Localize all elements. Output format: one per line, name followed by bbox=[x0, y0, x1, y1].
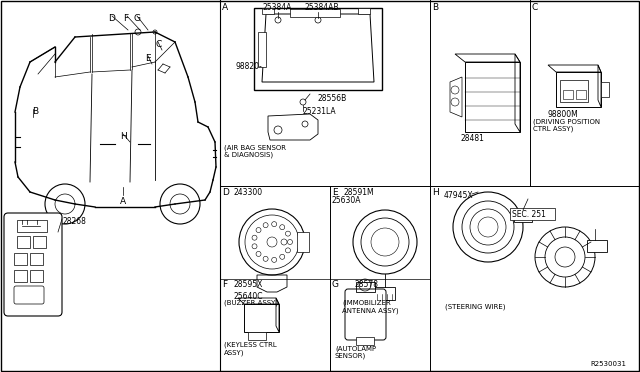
Bar bbox=[356, 337, 374, 345]
Bar bbox=[262, 8, 274, 14]
Bar bbox=[14, 270, 27, 282]
Text: 28481: 28481 bbox=[461, 134, 485, 143]
Text: 28591M: 28591M bbox=[344, 188, 374, 197]
Text: B: B bbox=[32, 107, 38, 116]
Text: (KEYLESS CTRL
ASSY): (KEYLESS CTRL ASSY) bbox=[224, 342, 276, 356]
FancyBboxPatch shape bbox=[345, 289, 386, 340]
Text: 98820-: 98820- bbox=[236, 62, 263, 71]
Bar bbox=[601, 82, 609, 97]
Text: SEC. 251: SEC. 251 bbox=[512, 210, 546, 219]
Bar bbox=[514, 210, 532, 222]
Text: A: A bbox=[120, 197, 126, 206]
Bar bbox=[587, 240, 607, 252]
Text: C: C bbox=[532, 3, 538, 12]
Bar bbox=[576, 90, 586, 99]
Text: 28556B: 28556B bbox=[318, 94, 348, 103]
Text: A: A bbox=[222, 3, 228, 12]
Text: (AIR BAG SENSOR
& DIAGNOSIS): (AIR BAG SENSOR & DIAGNOSIS) bbox=[224, 144, 286, 158]
FancyBboxPatch shape bbox=[4, 213, 62, 316]
Bar bbox=[17, 236, 30, 248]
Bar bbox=[560, 80, 588, 102]
Text: H: H bbox=[432, 188, 439, 197]
Text: (DRIVING POSITION
CTRL ASSY): (DRIVING POSITION CTRL ASSY) bbox=[533, 118, 600, 132]
Text: G: G bbox=[332, 280, 339, 289]
Text: 28268: 28268 bbox=[62, 217, 86, 226]
Bar bbox=[563, 90, 573, 99]
Text: 25384AB: 25384AB bbox=[305, 3, 339, 12]
Text: (AUTOLAMP
SENSOR): (AUTOLAMP SENSOR) bbox=[335, 345, 376, 359]
Bar bbox=[30, 270, 43, 282]
Bar bbox=[248, 332, 266, 340]
Text: B: B bbox=[432, 3, 438, 12]
Text: 28595X: 28595X bbox=[234, 280, 264, 289]
Text: (BUZZER ASSY): (BUZZER ASSY) bbox=[224, 300, 278, 307]
Text: E: E bbox=[332, 188, 338, 197]
Bar bbox=[14, 253, 27, 265]
Text: 98800M: 98800M bbox=[548, 110, 579, 119]
Bar bbox=[556, 72, 601, 107]
Bar bbox=[17, 220, 47, 232]
Bar bbox=[510, 208, 555, 220]
Text: (IMMOBILIZER
ANTENNA ASSY): (IMMOBILIZER ANTENNA ASSY) bbox=[342, 300, 399, 314]
FancyBboxPatch shape bbox=[14, 286, 44, 304]
Text: F: F bbox=[123, 14, 128, 23]
Text: 47945X: 47945X bbox=[444, 191, 474, 200]
Bar bbox=[244, 304, 279, 332]
Text: R2530031: R2530031 bbox=[590, 361, 626, 367]
Bar bbox=[358, 8, 370, 14]
Text: 25231LA: 25231LA bbox=[303, 107, 337, 116]
Text: D: D bbox=[222, 188, 229, 197]
Text: 28578: 28578 bbox=[355, 280, 379, 289]
Bar bbox=[465, 62, 520, 132]
Text: G: G bbox=[133, 14, 140, 23]
Text: E: E bbox=[145, 54, 150, 63]
Bar bbox=[30, 253, 43, 265]
Bar bbox=[254, 8, 382, 90]
Text: C: C bbox=[155, 40, 161, 49]
Text: F: F bbox=[222, 280, 227, 289]
Bar bbox=[375, 287, 395, 300]
Text: 25640C: 25640C bbox=[234, 292, 264, 301]
Text: 25384A: 25384A bbox=[263, 3, 292, 12]
Bar bbox=[258, 32, 266, 67]
Bar bbox=[33, 236, 46, 248]
Text: 25630A: 25630A bbox=[332, 196, 362, 205]
Text: H: H bbox=[120, 132, 127, 141]
Bar bbox=[297, 232, 309, 252]
Text: 243300: 243300 bbox=[234, 188, 263, 197]
Bar bbox=[290, 9, 340, 17]
Text: (STEERING WIRE): (STEERING WIRE) bbox=[445, 304, 506, 311]
Text: D: D bbox=[108, 14, 115, 23]
